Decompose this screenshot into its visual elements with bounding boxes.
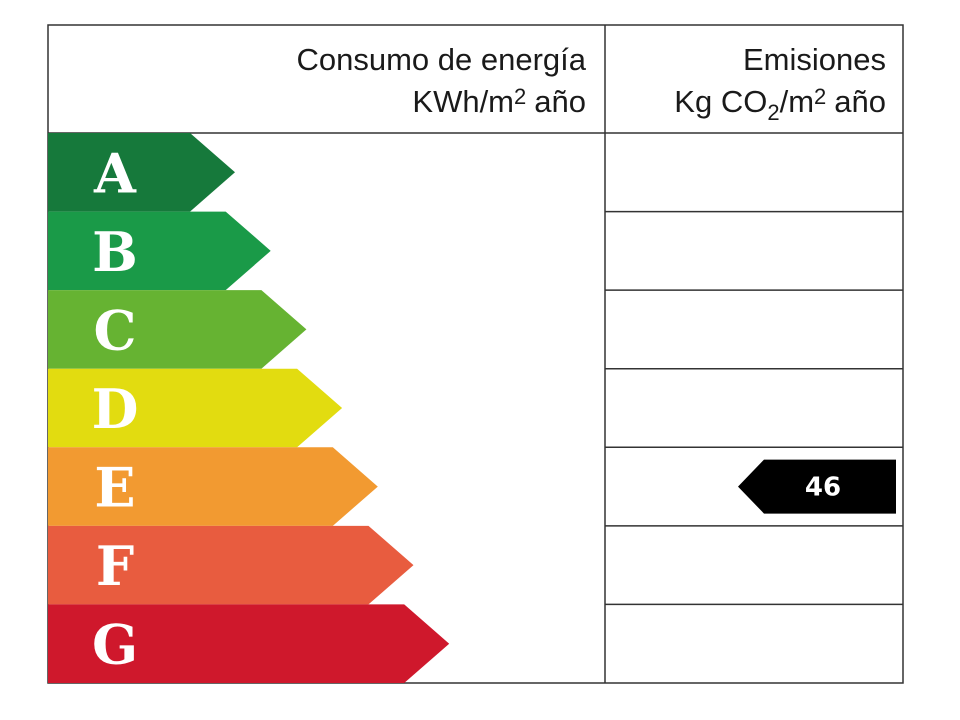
emissions-unit: Kg CO2/m2 año bbox=[674, 84, 886, 125]
rating-letter: A bbox=[93, 141, 137, 205]
rating-arrow bbox=[48, 525, 414, 605]
unit-part: año bbox=[534, 84, 586, 119]
unit-sub: 2 bbox=[767, 100, 779, 125]
rating-letter: E bbox=[94, 456, 135, 520]
unit-sup: 2 bbox=[514, 84, 526, 109]
rating-letter: B bbox=[92, 220, 138, 284]
emissions-marker bbox=[738, 459, 896, 514]
energy-unit: KWh/m2 año bbox=[412, 84, 586, 119]
unit-part: Kg CO bbox=[674, 84, 767, 119]
rating-arrow bbox=[48, 211, 271, 291]
rating-letter: G bbox=[92, 613, 138, 677]
unit-part: año bbox=[834, 84, 886, 119]
emissions-value: 46 bbox=[805, 473, 841, 503]
rating-arrow bbox=[48, 447, 378, 526]
rating-arrow bbox=[48, 290, 307, 369]
emissions-title: Emisiones bbox=[743, 42, 886, 77]
energy-title: Consumo de energía bbox=[296, 42, 586, 77]
rating-letter: F bbox=[96, 534, 134, 598]
unit-part: /m bbox=[780, 84, 814, 119]
unit-part: KWh/m bbox=[412, 84, 514, 119]
rating-arrow bbox=[48, 133, 235, 212]
rating-letter: C bbox=[94, 298, 137, 362]
rating-letter: D bbox=[92, 377, 139, 441]
unit-sup: 2 bbox=[814, 84, 826, 109]
rating-arrow bbox=[48, 368, 343, 448]
rating-arrow bbox=[48, 604, 450, 683]
